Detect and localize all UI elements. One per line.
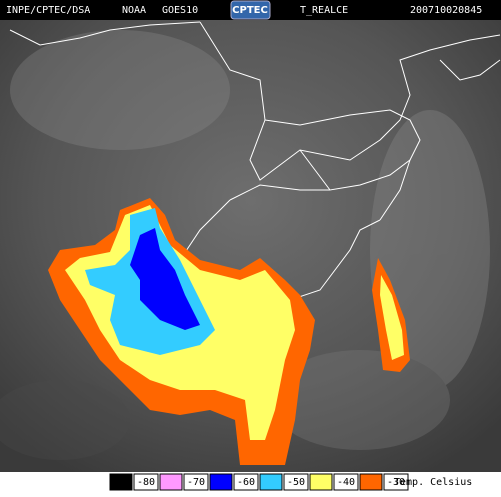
legend-label-box [233,473,259,491]
legend-swatch [209,473,233,491]
cloud-region [380,275,404,360]
legend-label: -70 [187,477,205,488]
legend-label: -40 [337,477,355,488]
header-timestamp: 200710020845 [410,5,482,16]
header-product: T_REALCE [300,5,348,16]
header-agency: NOAA [122,5,146,16]
legend-label-box [383,473,409,491]
legend-label: -50 [287,477,305,488]
legend-swatch [109,473,133,491]
cloud-region [130,228,200,330]
header-satellite: GOES10 [162,5,198,16]
cloud-top-regions [48,198,410,465]
legend-swatch [359,473,383,491]
legend: -80 -70 -60 -50 -40 -30 [109,473,409,491]
logo: CPTEC [232,5,268,16]
legend-label-box [183,473,209,491]
legend-label: -80 [137,477,155,488]
legend-label-box [283,473,309,491]
legend-label-box [333,473,359,491]
header-source: INPE/CPTEC/DSA [6,5,90,16]
legend-swatch [159,473,183,491]
legend-label-box [133,473,159,491]
legend-unit: Temp. Celsius [394,477,472,488]
legend-swatch [259,473,283,491]
logo-box [230,0,271,20]
legend-label: -30 [387,477,405,488]
legend-label: -60 [237,477,255,488]
legend-swatch [309,473,333,491]
